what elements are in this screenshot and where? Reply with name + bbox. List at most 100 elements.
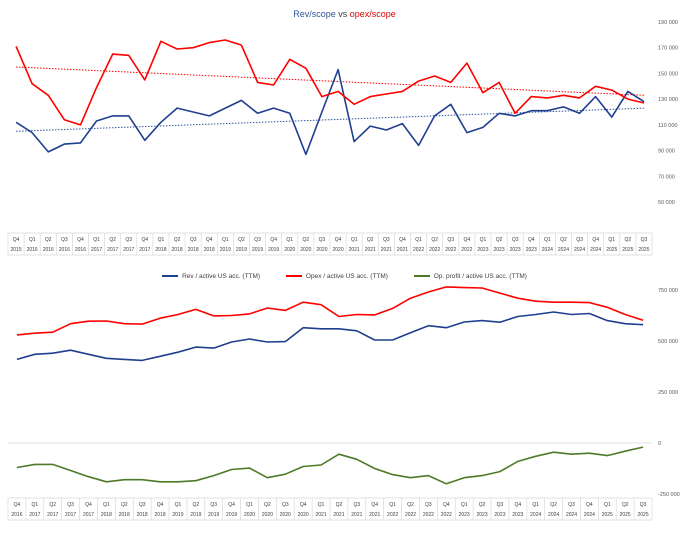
x-tick-quarter: Q3 <box>568 502 575 508</box>
y-tick-label: 0 <box>658 441 661 447</box>
x-tick-quarter: Q2 <box>109 237 116 243</box>
x-tick-year: 2023 <box>526 247 537 253</box>
legend-label-profit: Op. profit / active US acc. (TTM) <box>433 273 527 280</box>
x-tick-year: 2021 <box>369 512 380 518</box>
x-tick-quarter: Q3 <box>576 237 583 243</box>
x-tick-quarter: Q2 <box>431 237 438 243</box>
x-tick-quarter: Q1 <box>93 237 100 243</box>
x-tick-quarter: Q3 <box>497 502 504 508</box>
x-tick-quarter: Q3 <box>640 502 647 508</box>
x-tick-year: 2018 <box>155 247 166 253</box>
x-tick-year: 2024 <box>584 512 595 518</box>
x-tick-quarter: Q4 <box>592 237 599 243</box>
y-tick-label: 750 000 <box>658 288 678 294</box>
x-tick-quarter: Q3 <box>190 237 197 243</box>
x-tick-year: 2020 <box>280 512 291 518</box>
x-tick-year: 2019 <box>268 247 279 253</box>
x-tick-quarter: Q1 <box>222 237 229 243</box>
x-tick-quarter: Q4 <box>514 502 521 508</box>
x-tick-quarter: Q4 <box>13 237 20 243</box>
y-tick-label: 150 000 <box>658 71 678 77</box>
x-tick-quarter: Q4 <box>586 502 593 508</box>
x-tick-quarter: Q3 <box>447 237 454 243</box>
x-tick-year: 2025 <box>620 512 631 518</box>
x-tick-quarter: Q3 <box>61 237 68 243</box>
x-tick-quarter: Q3 <box>254 237 261 243</box>
x-tick-year: 2018 <box>101 512 112 518</box>
x-tick-quarter: Q1 <box>544 237 551 243</box>
x-tick-year: 2017 <box>47 512 58 518</box>
x-tick-quarter: Q4 <box>399 237 406 243</box>
x-tick-year: 2022 <box>461 247 472 253</box>
x-tick-quarter: Q1 <box>351 237 358 243</box>
x-tick-year: 2025 <box>606 247 617 253</box>
x-tick-quarter: Q4 <box>228 502 235 508</box>
x-tick-quarter: Q3 <box>67 502 74 508</box>
x-tick-year: 2022 <box>445 247 456 253</box>
x-tick-quarter: Q1 <box>246 502 253 508</box>
x-tick-year: 2023 <box>493 247 504 253</box>
x-tick-year: 2020 <box>298 512 309 518</box>
x-tick-quarter: Q4 <box>142 237 149 243</box>
x-tick-quarter: Q3 <box>210 502 217 508</box>
x-tick-year: 2021 <box>315 512 326 518</box>
x-tick-year: 2016 <box>27 247 38 253</box>
x-tick-year: 2023 <box>477 247 488 253</box>
x-tick-quarter: Q2 <box>238 237 245 243</box>
x-tick-year: 2020 <box>262 512 273 518</box>
x-tick-year: 2019 <box>236 247 247 253</box>
x-tick-year: 2021 <box>333 512 344 518</box>
x-tick-quarter: Q3 <box>125 237 132 243</box>
x-tick-year: 2019 <box>172 512 183 518</box>
y-tick-label: 190 000 <box>658 20 678 26</box>
y-tick-label: 90 000 <box>658 149 675 155</box>
x-tick-year: 2022 <box>423 512 434 518</box>
x-tick-quarter: Q2 <box>121 502 128 508</box>
x-tick-quarter: Q1 <box>31 502 38 508</box>
x-tick-year: 2019 <box>190 512 201 518</box>
x-tick-year: 2022 <box>413 247 424 253</box>
x-tick-quarter: Q4 <box>443 502 450 508</box>
x-tick-year: 2025 <box>638 247 649 253</box>
y-tick-label: 70 000 <box>658 174 675 180</box>
x-tick-year: 2018 <box>137 512 148 518</box>
x-tick-year: 2022 <box>387 512 398 518</box>
x-tick-quarter: Q4 <box>335 237 342 243</box>
x-tick-year: 2024 <box>558 247 569 253</box>
y-tick-label: 130 000 <box>658 97 678 103</box>
legend-item-rev: Rev / active US acc. (TTM) <box>162 273 260 280</box>
x-tick-year: 2015 <box>10 247 21 253</box>
x-tick-year: 2021 <box>381 247 392 253</box>
legend-label-opex: Opex / active US acc. (TTM) <box>305 273 388 280</box>
x-tick-quarter: Q3 <box>383 237 390 243</box>
x-tick-quarter: Q4 <box>300 502 307 508</box>
x-tick-quarter: Q2 <box>496 237 503 243</box>
x-tick-quarter: Q2 <box>622 502 629 508</box>
x-tick-quarter: Q4 <box>85 502 92 508</box>
x-tick-year: 2022 <box>441 512 452 518</box>
x-tick-year: 2018 <box>119 512 130 518</box>
y-tick-label: 250 000 <box>658 390 678 396</box>
chart2-plot: -250 000 0 250 000 500 000 750 000 Q4 2016 Q1 20… <box>7 286 680 521</box>
x-tick-year: 2017 <box>65 512 76 518</box>
x-tick-quarter: Q4 <box>270 237 277 243</box>
x-tick-quarter: Q2 <box>264 502 271 508</box>
series-line-1 <box>16 311 644 362</box>
x-tick-year: 2017 <box>83 512 94 518</box>
x-tick-year: 2023 <box>459 512 470 518</box>
x-tick-year: 2017 <box>139 247 150 253</box>
x-tick-year: 2016 <box>75 247 86 253</box>
x-tick-year: 2021 <box>349 247 360 253</box>
x-tick-quarter: Q2 <box>560 237 567 243</box>
x-tick-year: 2025 <box>602 512 613 518</box>
x-tick-quarter: Q1 <box>608 237 615 243</box>
x-tick-quarter: Q2 <box>303 237 310 243</box>
x-tick-quarter: Q1 <box>604 502 611 508</box>
x-tick-year: 2017 <box>91 247 102 253</box>
x-tick-quarter: Q2 <box>45 237 52 243</box>
x-tick-quarter: Q2 <box>550 502 557 508</box>
x-tick-quarter: Q1 <box>532 502 539 508</box>
x-tick-quarter: Q2 <box>625 237 632 243</box>
title-part-rev: Rev/scope <box>293 9 336 19</box>
x-tick-year: 2017 <box>29 512 40 518</box>
